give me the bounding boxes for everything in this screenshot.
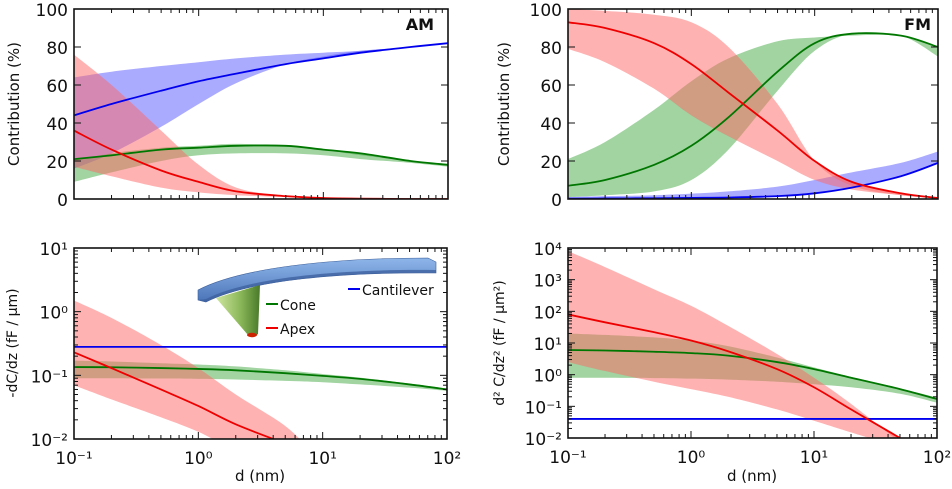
y-axis-label: -dC/dz (fF / µm) (5, 288, 21, 397)
y-tick-label: 80 (46, 39, 68, 59)
cantilever-band-lower (74, 43, 448, 169)
legend-label-cone: Cone (280, 298, 316, 314)
plot-frame (73, 247, 448, 440)
panel-label-fm: FM (904, 15, 931, 34)
plot-frame (73, 8, 449, 200)
legend-item-apex: Apex (266, 322, 315, 338)
apex-band-upper (74, 54, 448, 199)
cone-line (74, 144, 448, 166)
x-tick-label: 10⁰ (677, 448, 706, 468)
y-tick-label: 10¹ (534, 335, 562, 355)
apex-band-lower (74, 130, 448, 199)
apex-band-upper (568, 9, 938, 199)
x-tick-label: 10² (433, 449, 461, 469)
y-tick-label: 40 (46, 115, 68, 135)
y-tick-label: 40 (540, 115, 562, 135)
legend-label-cantilever: Cantilever (362, 283, 434, 299)
x-tick-label: 10⁻¹ (549, 448, 586, 468)
apex-line (568, 21, 938, 199)
y-tick-label: 10² (534, 303, 562, 323)
cantilever-band-upper (74, 43, 448, 116)
y-tick-label: 10⁻¹ (525, 398, 562, 418)
cantilever-line (74, 42, 448, 117)
y-tick-label: 80 (540, 39, 562, 59)
x-axis-label: d (nm) (727, 467, 777, 485)
y-tick-label: 10⁴ (534, 240, 563, 260)
cone-line (568, 349, 937, 400)
legend-item-cantilever: Cantilever (348, 283, 434, 299)
y-axis-label: Contribution (%) (495, 42, 513, 166)
apex-band-lower (568, 314, 900, 438)
y-tick-label: 0 (57, 191, 68, 211)
cone-line (74, 366, 447, 391)
y-tick-label: 100 (36, 1, 68, 21)
y-tick-label: 10⁻² (31, 431, 68, 451)
legend-item-cone: Cone (266, 298, 316, 314)
panel-label-am: AM (406, 15, 434, 34)
y-tick-label: 10⁰ (40, 304, 69, 324)
apex-band-upper (74, 300, 300, 439)
y-tick-label: 60 (46, 77, 68, 97)
y-axis-label: Contribution (%) (5, 42, 23, 166)
panel-fm-contribution: 0 20 40 60 80 100 FM Contribution (%) (495, 1, 939, 211)
y-tick-label: 20 (46, 153, 68, 173)
y-tick-label: 60 (540, 77, 562, 97)
y-tick-label: 10³ (534, 272, 562, 292)
x-tick-label: 10² (923, 448, 951, 468)
x-tick-label: 10¹ (800, 448, 828, 468)
cone-line (568, 32, 938, 187)
y-tick-label: 10⁻¹ (31, 367, 68, 387)
y-tick-label: 20 (540, 153, 562, 173)
plot-frame (567, 8, 939, 200)
legend-label-apex: Apex (280, 322, 315, 338)
y-axis-label: d² C/dz² (fF / µm²) (492, 280, 508, 405)
y-tick-label: 0 (551, 191, 562, 211)
apex-line (568, 313, 901, 438)
cantilever-tip-illustration (197, 257, 437, 338)
y-tick-label: 10¹ (40, 240, 68, 260)
apex-line (74, 351, 276, 439)
cone-band-upper (568, 33, 938, 186)
x-axis-label: d (nm) (235, 467, 285, 485)
y-tick-label: 10⁰ (534, 367, 563, 387)
x-tick-label: 10⁻¹ (55, 449, 92, 469)
y-tick-label: 10⁻² (525, 430, 562, 450)
legend: Cantilever Cone Apex (266, 283, 434, 338)
y-tick-label: 100 (530, 1, 562, 21)
x-tick-label: 10⁰ (184, 449, 213, 469)
panel-am-contribution: 0 20 40 60 80 100 AM Contribution (%) (5, 1, 449, 211)
x-tick-label: 10¹ (308, 449, 336, 469)
apex-band-upper (568, 251, 900, 438)
apex-band-lower (568, 22, 938, 199)
